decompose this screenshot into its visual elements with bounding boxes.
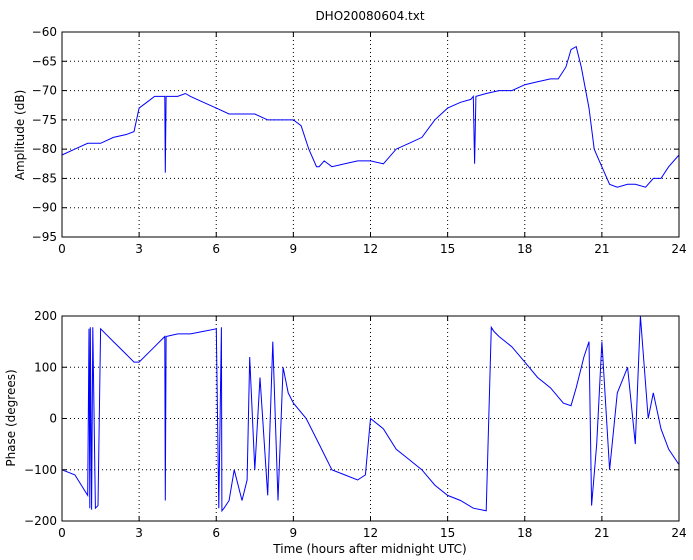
amplitude-y-tick-label: −75 bbox=[32, 113, 57, 127]
amplitude-x-tick-label: 24 bbox=[671, 242, 686, 256]
phase-x-tick-label: 15 bbox=[440, 526, 455, 540]
phase-x-tick-label: 24 bbox=[671, 526, 686, 540]
phase-y-tick-label: −100 bbox=[24, 463, 57, 477]
phase-y-tick-label: 200 bbox=[34, 309, 57, 323]
phase-x-tick-label: 0 bbox=[58, 526, 66, 540]
phase-y-tick-label: −200 bbox=[24, 514, 57, 528]
amplitude-x-tick-label: 0 bbox=[58, 242, 66, 256]
phase-y-tick-label: 0 bbox=[49, 412, 57, 426]
amplitude-y-tick-label: −80 bbox=[32, 142, 57, 156]
amplitude-y-tick-label: −95 bbox=[32, 230, 57, 244]
amplitude-y-tick-label: −60 bbox=[32, 25, 57, 39]
amplitude-x-tick-label: 9 bbox=[290, 242, 298, 256]
amplitude-y-tick-label: −65 bbox=[32, 54, 57, 68]
amplitude-y-tick-label: −90 bbox=[32, 201, 57, 215]
amplitude-x-tick-label: 12 bbox=[363, 242, 378, 256]
amplitude-grid bbox=[62, 32, 679, 237]
phase-x-tick-label: 3 bbox=[135, 526, 143, 540]
amplitude-x-tick-label: 6 bbox=[212, 242, 220, 256]
amplitude-x-tick-label: 18 bbox=[517, 242, 532, 256]
phase-x-tick-label: 12 bbox=[363, 526, 378, 540]
amplitude-x-tick-label: 21 bbox=[594, 242, 609, 256]
phase-series-line bbox=[61, 315, 680, 513]
amplitude-series-line bbox=[61, 45, 680, 188]
amplitude-ticks: 0 3 6 9 12 15 18 21 24 −95 −90 −85 −80 −75 −70 −65 −60 bbox=[32, 25, 687, 256]
amplitude-panel: 0 3 6 9 12 15 18 21 24 −95 −90 −85 −80 −75 −70 −65 −60 D… bbox=[13, 9, 687, 256]
phase-x-axis-label: Time (hours after midnight UTC) bbox=[272, 542, 466, 556]
amplitude-y-tick-label: −85 bbox=[32, 171, 57, 185]
phase-ticks: 0 3 6 9 12 15 18 21 24 −200 −100 0 100 200 bbox=[24, 309, 687, 540]
phase-x-tick-label: 9 bbox=[290, 526, 298, 540]
amplitude-x-tick-label: 15 bbox=[440, 242, 455, 256]
amplitude-y-axis-label: Amplitude (dB) bbox=[13, 90, 27, 181]
amplitude-y-tick-label: −70 bbox=[32, 84, 57, 98]
phase-x-tick-label: 6 bbox=[212, 526, 220, 540]
phase-y-axis-label: Phase (degrees) bbox=[4, 369, 18, 466]
phase-panel: 0 3 6 9 12 15 18 21 24 −200 −100 0 100 200 Time (hour… bbox=[4, 309, 687, 556]
amplitude-x-tick-label: 3 bbox=[135, 242, 143, 256]
phase-x-tick-label: 21 bbox=[594, 526, 609, 540]
amplitude-title: DHO20080604.txt bbox=[315, 9, 424, 23]
phase-x-tick-label: 18 bbox=[517, 526, 532, 540]
phase-y-tick-label: 100 bbox=[34, 360, 57, 374]
